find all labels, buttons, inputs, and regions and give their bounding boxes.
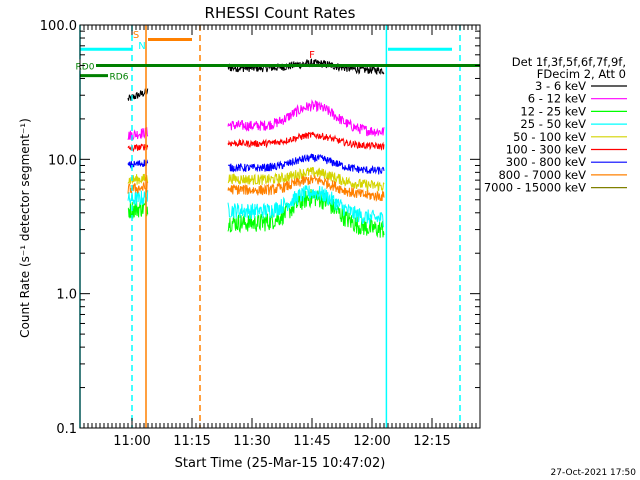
- series-layer: [127, 58, 385, 238]
- x-tick-label: 12:00: [353, 434, 390, 449]
- legend-label-3: 12 - 25 keV: [520, 104, 586, 118]
- x-axis-label: Start Time (25-Mar-15 10:47:02): [175, 456, 386, 471]
- axes-layer: 0.1 1.0 10.0 100.0 11:00 11:15 11:30 11:45 12:00…: [40, 19, 481, 449]
- series-300-800-kev: [127, 153, 385, 175]
- annotation-layer: RD0 RD6 SN F: [74, 25, 480, 428]
- legend-label-5: 50 - 100 keV: [513, 130, 586, 144]
- marker-label-rd0: RD0: [76, 62, 95, 72]
- legend-header-2: FDecim 2, Att 0: [537, 67, 626, 81]
- series-25-50-kev-segment-2: [227, 185, 385, 228]
- series-50-100-kev: [127, 167, 385, 193]
- marker-label-rd6: RD6: [110, 73, 129, 83]
- y-tick-label: 0.1: [56, 422, 77, 437]
- legend-label-4: 25 - 50 keV: [520, 117, 586, 131]
- series-6-12-kev-segment-2: [227, 99, 385, 137]
- series-800-7000-kev-segment-2: [227, 174, 385, 202]
- y-tick-label: 10.0: [48, 153, 77, 168]
- legend-label-6: 100 - 300 keV: [506, 143, 586, 157]
- series-12-25-kev: [127, 188, 385, 238]
- series-3-6-kev-segment-1: [127, 88, 149, 101]
- y-tick-label: 100.0: [40, 19, 77, 34]
- series-100-300-kev: [127, 131, 385, 153]
- x-tick-label: 11:00: [113, 434, 150, 449]
- flag-f: F: [309, 50, 315, 61]
- legend-header-1: Det 1f,3f,5f,6f,7f,9f,: [512, 55, 626, 69]
- legend-label-1: 3 - 6 keV: [535, 79, 586, 93]
- flag-s: S: [133, 30, 139, 41]
- y-tick-label: 1.0: [56, 288, 77, 303]
- legend-label-9: 7000 - 15000 keV: [484, 181, 586, 195]
- series-800-7000-kev: [127, 174, 385, 202]
- x-tick-label: 11:15: [173, 434, 210, 449]
- x-tick-label: 12:15: [413, 434, 450, 449]
- series-100-300-kev-segment-1: [127, 143, 149, 153]
- y-axis-label: Count Rate (s⁻¹ detector segment⁻¹): [18, 118, 32, 338]
- marker-label-bg-rd6: [108, 69, 130, 81]
- series-800-7000-kev-segment-1: [127, 181, 149, 195]
- series-300-800-kev-segment-1: [127, 159, 149, 170]
- series-12-25-kev-segment-2: [227, 188, 385, 238]
- chart-title: RHESSI Count Rates: [205, 4, 356, 22]
- footer-date: 27-Oct-2021 17:50: [551, 468, 637, 478]
- series-12-25-kev-segment-1: [127, 200, 149, 219]
- series-6-12-kev: [127, 99, 385, 141]
- series-6-12-kev-segment-1: [127, 127, 149, 141]
- x-tick-label: 11:30: [233, 434, 270, 449]
- legend-label-7: 300 - 800 keV: [506, 155, 586, 169]
- series-300-800-kev-segment-2: [227, 153, 385, 175]
- flag-n: N: [138, 41, 145, 52]
- series-100-300-kev-segment-2: [227, 131, 385, 151]
- series-50-100-kev-segment-1: [127, 173, 149, 185]
- legend-label-8: 800 - 7000 keV: [498, 168, 586, 182]
- series-50-100-kev-segment-2: [227, 167, 385, 193]
- legend-label-2: 6 - 12 keV: [528, 92, 586, 106]
- legend: Det 1f,3f,5f,6f,7f,9f,FDecim 2, Att 03 -…: [484, 55, 627, 195]
- plot-frame: [79, 24, 481, 429]
- x-tick-label: 11:45: [293, 434, 330, 449]
